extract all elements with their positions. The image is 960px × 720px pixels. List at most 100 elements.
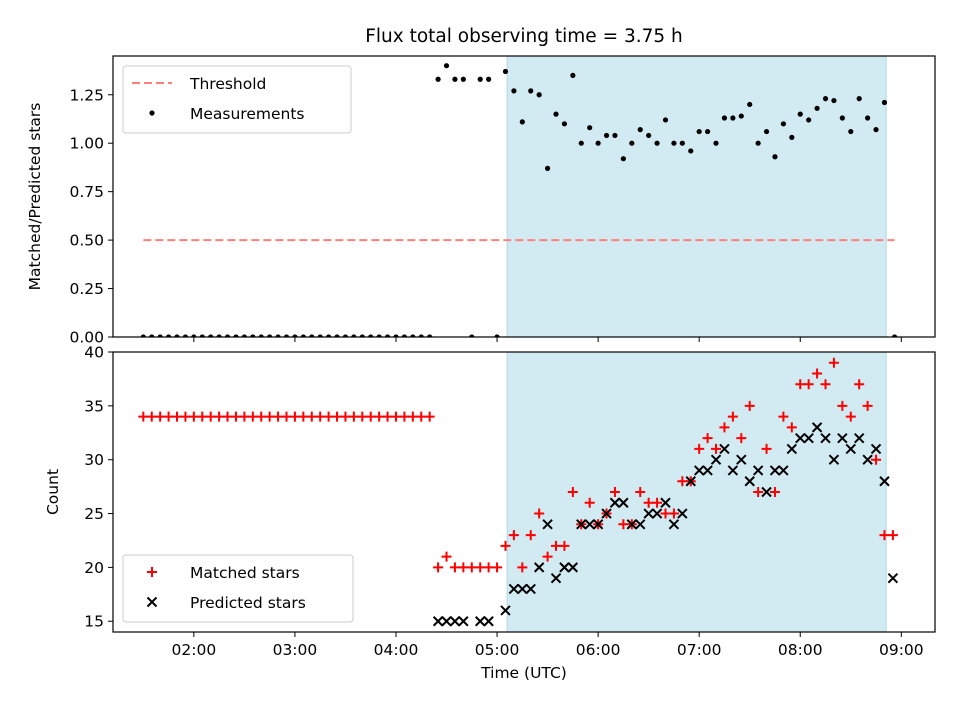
data-point [188,411,199,422]
data-point [264,411,275,422]
data-point [418,334,424,337]
data-point [326,334,332,337]
data-point [393,334,399,337]
data-point [376,334,382,337]
data-point [755,140,761,146]
y-tick-label: 15 [84,613,104,631]
data-point [365,411,376,422]
data-point [155,411,166,422]
data-point [233,334,239,337]
x-tick-label: 03:00 [273,641,318,659]
data-point [646,132,652,139]
data-point [721,115,728,121]
data-point [679,140,685,146]
data-point [643,508,654,519]
data-point [828,357,839,368]
data-point [191,334,197,337]
data-point [891,334,898,337]
data-point [668,519,680,530]
data-point [241,334,247,337]
data-point [275,334,281,337]
data-point [587,125,593,131]
y-tick-label: 0.25 [69,280,104,298]
data-point [618,497,629,508]
data-point [609,487,620,497]
data-point [652,497,663,508]
data-point [283,334,290,337]
data-point [315,411,326,422]
data-point [443,63,450,69]
x-tick-label: 02:00 [172,641,217,659]
data-point [812,368,823,379]
data-point [660,508,671,519]
data-point [730,115,736,121]
data-point [432,616,444,627]
data-point [576,519,587,530]
data-point [744,476,755,487]
data-point [517,583,528,595]
data-point [357,411,368,422]
data-point [424,411,435,422]
data-point [525,530,536,541]
data-point [612,132,618,139]
data-point [778,411,789,422]
data-point [458,562,469,573]
data-point [469,334,475,337]
y-axis-label: Matched/Predicted stars [26,103,44,291]
legend: Matched stars Predicted stars [122,554,354,623]
data-point [803,432,814,444]
data-point [626,519,638,530]
data-point [761,443,772,454]
data-point [180,411,191,422]
data-point [281,411,292,422]
plot-area [138,357,899,627]
data-point [508,583,520,595]
data-point [502,68,509,75]
data-point [862,454,873,465]
data-point [342,334,349,337]
data-point [713,140,719,146]
y-tick-label: 0.75 [69,183,104,201]
data-point [789,134,795,140]
data-point [348,411,359,422]
data-point [401,334,408,337]
data-point [483,616,494,627]
data-point [224,334,231,337]
data-point [149,334,155,337]
data-point [292,334,298,337]
data-point [870,443,882,455]
legend-box [122,554,354,623]
data-point [458,616,469,627]
data-point [822,96,829,102]
data-point [239,411,250,422]
data-point [769,487,780,497]
data-point [727,411,738,422]
top-panel-axes: 0.00 0.25 0.50 0.75 1.00 1.25 Matched/Predicte… [26,55,936,347]
data-point [536,92,542,98]
data-point [854,379,865,390]
x-tick-label: 08:00 [778,641,823,659]
data-point [887,572,899,584]
data-point [671,140,677,146]
data-point [567,487,578,497]
data-point [466,562,477,573]
y-tick-label: 25 [84,505,104,523]
data-point [879,530,890,541]
data-point [618,519,629,530]
x-axis-label: Time (UTC) [480,664,567,682]
data-point [258,334,264,337]
data-point [250,334,256,337]
y-axis-label: Count [44,469,62,515]
series-measurements [140,63,898,337]
data-point [230,411,241,422]
data-point [567,562,579,573]
legend-key-marker [146,596,158,608]
data-point [449,562,460,573]
data-point [688,148,694,154]
data-point [662,117,669,123]
x-tick-label: 09:00 [879,641,924,659]
data-point [584,497,595,508]
data-point [881,99,888,106]
data-point [772,154,778,160]
legend-key-marker [147,567,157,577]
